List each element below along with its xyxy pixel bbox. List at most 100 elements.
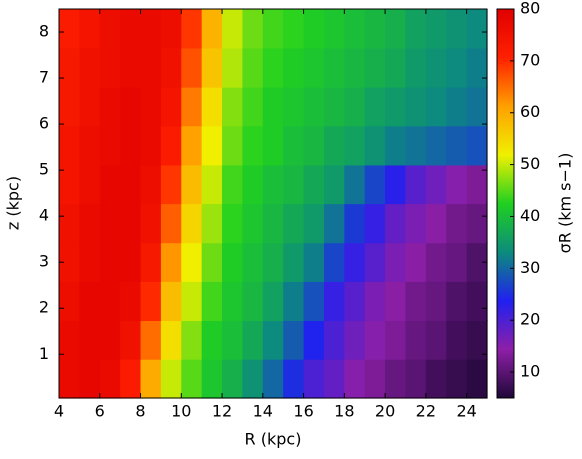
heat-cell: [99, 281, 121, 322]
x-tick-label: 4: [54, 402, 64, 421]
heat-cell: [181, 86, 203, 127]
heat-cell: [181, 242, 203, 282]
heat-cell: [364, 281, 386, 322]
heat-cell: [344, 86, 366, 127]
heat-cell: [405, 319, 427, 360]
heat-cell: [120, 47, 142, 88]
heat-cell: [59, 47, 80, 88]
heat-cell: [323, 203, 345, 244]
heat-cell: [262, 319, 284, 360]
heat-cell: [262, 125, 284, 166]
y-tick-label: 2: [39, 298, 49, 317]
heat-cell: [222, 281, 244, 322]
heat-cell: [242, 359, 264, 399]
heat-cell: [466, 47, 488, 88]
heat-cell: [425, 281, 447, 322]
heat-cell: [303, 9, 325, 49]
heat-cell: [59, 203, 80, 244]
colorbar: [496, 8, 515, 399]
heat-cell: [303, 203, 325, 244]
heat-cell: [222, 86, 244, 127]
heat-cell: [344, 125, 366, 166]
heat-cell: [283, 319, 305, 360]
heat-cell: [160, 281, 182, 322]
heat-cell: [242, 242, 264, 282]
plot-frame: [58, 8, 488, 399]
heat-cell: [242, 164, 264, 205]
heat-cell: [99, 319, 121, 360]
heat-cell: [344, 281, 366, 322]
heat-cell: [323, 281, 345, 322]
heat-cell: [222, 47, 244, 88]
heat-cell: [425, 242, 447, 282]
heat-cell: [140, 242, 162, 282]
heat-cell: [99, 47, 121, 88]
heat-cell: [466, 125, 488, 166]
heat-cell: [425, 125, 447, 166]
heat-cell: [283, 281, 305, 322]
heat-cell: [283, 9, 305, 49]
heat-cell: [140, 203, 162, 244]
colorbar-tick-label: 40: [520, 206, 540, 225]
heat-cell: [160, 125, 182, 166]
colorbar-tick-label: 10: [520, 362, 540, 381]
heat-cell: [364, 359, 386, 399]
heat-cell: [59, 164, 80, 205]
heat-cell: [283, 242, 305, 282]
heat-cell: [99, 242, 121, 282]
heat-cell: [405, 9, 427, 49]
heat-cell: [120, 164, 142, 205]
heat-cell: [344, 9, 366, 49]
heat-cell: [385, 125, 407, 166]
heat-cell: [120, 359, 142, 399]
heat-cell: [344, 203, 366, 244]
heat-cell: [446, 359, 468, 399]
x-tick-label: 24: [456, 402, 476, 421]
x-tick-label: 6: [95, 402, 105, 421]
heat-cell: [59, 9, 80, 49]
heat-cell: [385, 281, 407, 322]
heat-cell: [405, 164, 427, 205]
heat-cell: [364, 125, 386, 166]
heat-cell: [222, 319, 244, 360]
heat-cell: [262, 164, 284, 205]
heat-cell: [99, 86, 121, 127]
heat-cell: [364, 9, 386, 49]
heat-cell: [425, 47, 447, 88]
heat-cell: [446, 203, 468, 244]
heat-cell: [303, 86, 325, 127]
heat-cell: [160, 242, 182, 282]
heat-cell: [242, 47, 264, 88]
heat-cell: [59, 319, 80, 360]
heat-cell: [466, 203, 488, 244]
heat-cell: [201, 9, 223, 49]
heat-cell: [181, 359, 203, 399]
heat-cell: [323, 86, 345, 127]
heat-cell: [201, 242, 223, 282]
heat-cell: [425, 86, 447, 127]
heat-cell: [425, 203, 447, 244]
heat-cell: [79, 9, 101, 49]
x-tick-label: 20: [375, 402, 395, 421]
x-tick-label: 18: [334, 402, 354, 421]
heat-cell: [262, 242, 284, 282]
y-tick-label: 1: [39, 344, 49, 363]
heat-cell: [466, 164, 488, 205]
heat-cell: [201, 203, 223, 244]
x-tick-label: 12: [212, 402, 232, 421]
heat-cell: [262, 47, 284, 88]
heat-cell: [99, 125, 121, 166]
heat-cell: [79, 281, 101, 322]
heat-cell: [446, 9, 468, 49]
heat-cell: [425, 9, 447, 49]
heat-cell: [303, 242, 325, 282]
heat-cell: [344, 164, 366, 205]
heat-cell: [79, 125, 101, 166]
heat-cell: [466, 242, 488, 282]
heat-cell: [120, 319, 142, 360]
heat-cell: [446, 242, 468, 282]
heat-cell: [181, 9, 203, 49]
heat-cell: [79, 164, 101, 205]
heat-cell: [99, 9, 121, 49]
